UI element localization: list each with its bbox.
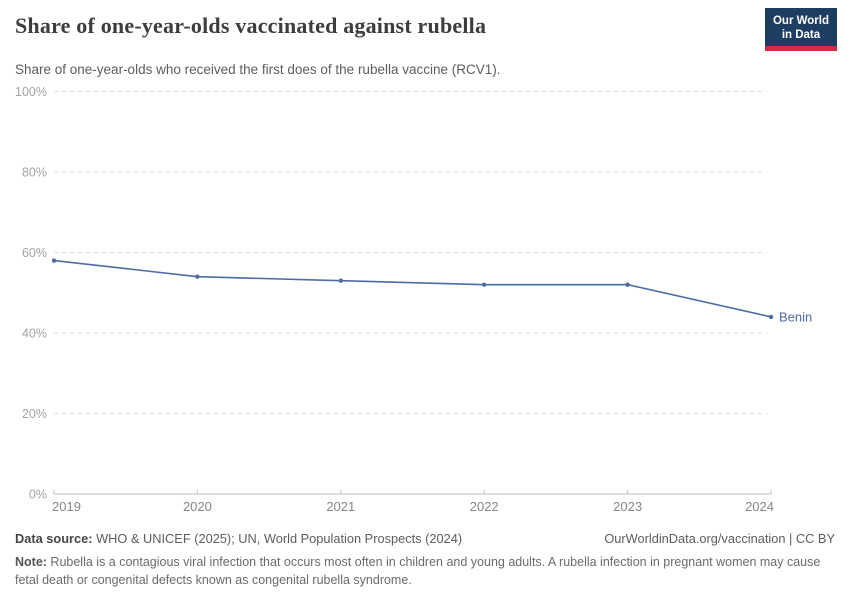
data-point xyxy=(625,282,630,287)
x-axis-tick-label: 2024 xyxy=(745,499,774,514)
owid-logo: Our World in Data xyxy=(764,8,837,51)
chart-note: Note: Rubella is a contagious viral infe… xyxy=(15,553,833,589)
y-axis-tick-label: 20% xyxy=(22,407,47,421)
data-point xyxy=(768,314,774,320)
data-point xyxy=(338,278,343,283)
y-axis-tick-label: 100% xyxy=(15,85,47,99)
x-axis-tick-label: 2021 xyxy=(326,499,355,514)
chart-note-label: Note: xyxy=(15,555,47,569)
license-separator: | xyxy=(785,531,796,546)
data-line xyxy=(53,259,772,318)
y-axis-tick-label: 60% xyxy=(22,246,47,260)
x-axis-tick-label: 2019 xyxy=(52,499,81,514)
owid-logo-line2: in Data xyxy=(781,29,821,41)
chart-footer: Data source: WHO & UNICEF (2025); UN, Wo… xyxy=(15,531,835,589)
data-source-label: Data source: xyxy=(15,531,93,546)
series-end-label: Benin xyxy=(779,309,812,324)
y-axis-tick-label: 40% xyxy=(22,327,47,341)
owid-url-link[interactable]: OurWorldinData.org/vaccination xyxy=(604,531,786,546)
data-point xyxy=(51,258,57,263)
data-source: Data source: WHO & UNICEF (2025); UN, Wo… xyxy=(15,531,462,546)
x-axis-tick-label: 2022 xyxy=(470,499,499,514)
chart-title: Share of one-year-olds vaccinated agains… xyxy=(15,13,487,38)
data-point xyxy=(195,274,200,279)
owid-logo-line1: Our World xyxy=(772,15,829,27)
y-axis-tick-label: 80% xyxy=(22,166,47,180)
chart-note-text: Rubella is a contagious viral infection … xyxy=(15,555,821,588)
data-point xyxy=(482,282,487,287)
attribution: OurWorldinData.org/vaccination | CC BY xyxy=(604,531,835,546)
license-text: CC BY xyxy=(795,531,835,546)
line-chart: 0% 20% 40% 60% 80% 100% 2019 2020 2021 2022 2023 20… xyxy=(15,85,812,514)
chart-subtitle: Share of one-year-olds who received the … xyxy=(15,62,501,77)
y-axis-tick-label: 0% xyxy=(29,488,47,502)
x-axis-tick-label: 2023 xyxy=(613,499,642,514)
x-axis-tick-label: 2020 xyxy=(183,499,212,514)
data-source-text: WHO & UNICEF (2025); UN, World Populatio… xyxy=(92,531,463,546)
